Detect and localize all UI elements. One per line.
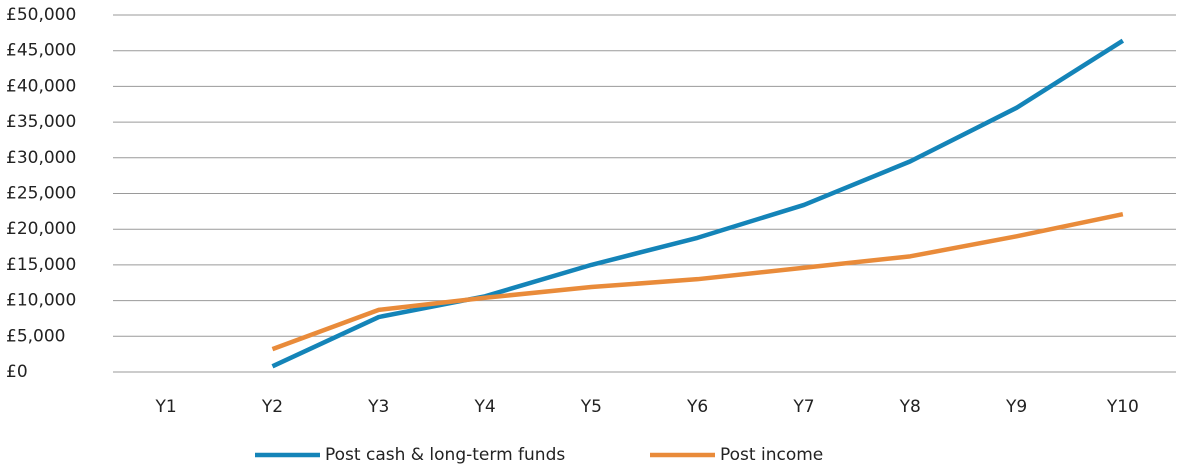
y-tick-label: £20,000 (6, 219, 76, 239)
x-tick-label: Y6 (686, 397, 708, 417)
x-tick-label: Y7 (792, 397, 814, 417)
y-tick-label: £40,000 (6, 76, 76, 96)
x-tick-label: Y1 (155, 397, 177, 417)
y-tick-label: £50,000 (6, 5, 76, 25)
legend-label: Post cash & long-term funds (325, 445, 565, 465)
y-tick-label: £0 (6, 362, 28, 382)
x-tick-label: Y8 (899, 397, 921, 417)
x-tick-label: Y3 (367, 397, 389, 417)
line-series (271, 38, 1125, 369)
y-tick-label: £45,000 (6, 41, 76, 61)
x-tick-label: Y10 (1106, 397, 1139, 417)
x-tick-label: Y5 (580, 397, 602, 417)
y-tick-label: £30,000 (6, 148, 76, 168)
x-tick-label: Y2 (261, 397, 283, 417)
y-tick-label: £15,000 (6, 255, 76, 275)
y-tick-label: £10,000 (6, 291, 76, 311)
x-tick-label: Y4 (473, 397, 495, 417)
x-tick-label: Y9 (1005, 397, 1027, 417)
legend-label: Post income (720, 445, 823, 465)
y-tick-label: £35,000 (6, 112, 76, 132)
y-tick-label: £5,000 (6, 326, 65, 346)
y-tick-label: £25,000 (6, 184, 76, 204)
line-series (271, 212, 1124, 352)
